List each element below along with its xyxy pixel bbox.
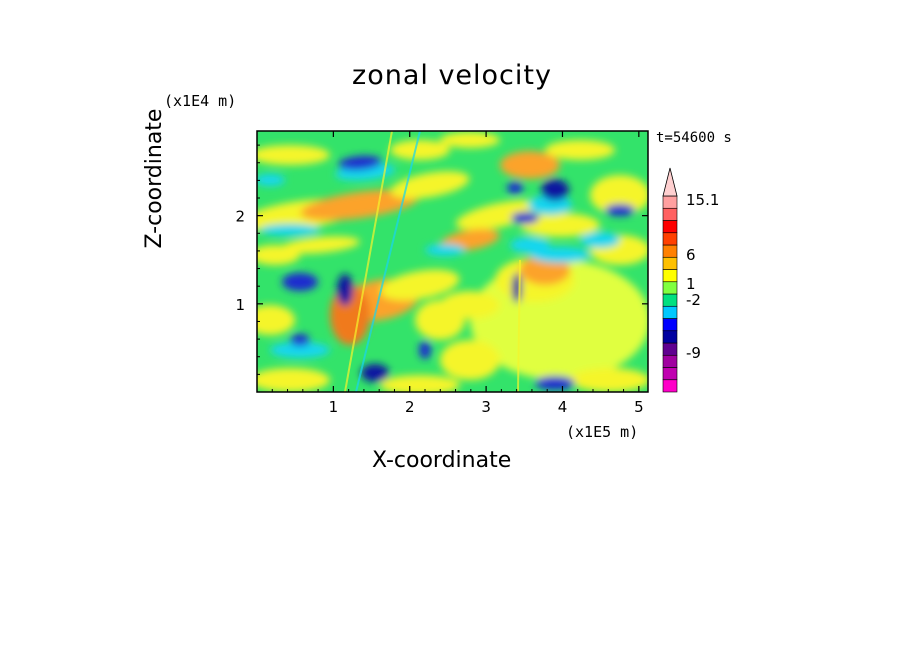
contour-blob [510, 237, 550, 253]
contour-blob [270, 342, 330, 358]
contour-blob [257, 174, 285, 186]
contour-blob [520, 213, 600, 237]
colorbar-label: 15.1 [686, 191, 719, 209]
contour-blob [535, 376, 575, 390]
colorbar-arrow [662, 167, 678, 197]
x-tick-label: 3 [481, 398, 491, 416]
contour-blob [455, 199, 545, 231]
colorbar-segment [662, 207, 678, 221]
contour-blob [282, 273, 318, 291]
contour-blob [605, 204, 635, 216]
contour-streak [517, 259, 521, 392]
time-label: t=54600 s [656, 130, 732, 146]
x-ticks: 1 2 3 4 5 [271, 131, 644, 416]
y-ticks: 12 [235, 144, 648, 375]
colorbar-segment [662, 318, 678, 332]
contour-blob [257, 305, 295, 335]
contour-blob [380, 375, 460, 392]
contour-blob [390, 140, 450, 160]
colorbar-segment [662, 269, 678, 283]
x-tick-label: 2 [405, 398, 415, 416]
y-tick-label: 1 [235, 296, 245, 314]
plot-frame [256, 130, 649, 393]
contour-blob [590, 175, 648, 215]
colorbar-segment [662, 342, 678, 356]
colorbar-segment [662, 354, 678, 368]
colorbar: -9 -21 6 15.1 [662, 167, 719, 393]
contour-streak [344, 131, 393, 392]
contour-blob [580, 232, 620, 248]
colorbar-segment [662, 305, 678, 319]
colorbar-label: -2 [686, 291, 701, 309]
contour-blob [507, 182, 523, 194]
contour-blob [390, 171, 470, 199]
contour-blob [380, 269, 460, 301]
colorbar-label: 1 [686, 275, 696, 293]
contour-blob [280, 236, 360, 254]
contour-blob [425, 244, 465, 256]
contour-blob [361, 364, 389, 382]
contour-blob [545, 140, 615, 160]
contour-blob [500, 151, 560, 179]
colorbar-segment [662, 330, 678, 344]
contour-blob [440, 340, 500, 380]
colorbar-segment [662, 195, 678, 209]
contour-blob [528, 195, 572, 215]
contour-blob [440, 132, 500, 148]
colorbar-segment [662, 379, 678, 393]
colorbar-label: -9 [686, 344, 701, 362]
contour-blob [511, 212, 539, 224]
contour-blob [290, 334, 310, 346]
chart-title: zonal velocity [352, 60, 552, 91]
x-axis-label: X-coordinate [372, 448, 512, 473]
colorbar-segment [662, 232, 678, 246]
contour-blob [415, 300, 465, 340]
contour-blob [570, 368, 648, 392]
x-tick-label: 5 [634, 398, 644, 416]
contour-blob [419, 341, 431, 359]
contour-blob [260, 224, 320, 236]
contour-blob [530, 247, 590, 263]
contour-blob [300, 189, 420, 221]
contour-streak [355, 131, 421, 392]
colorbar-label: 6 [686, 246, 696, 264]
x-tick-label: 1 [329, 398, 339, 416]
x-unit-label: (x1E5 m) [566, 423, 639, 441]
contour-blob [337, 274, 353, 306]
x-tick-label: 4 [558, 398, 568, 416]
y-tick-label: 2 [235, 208, 245, 226]
contour-field [257, 131, 648, 392]
colorbar-segment [662, 367, 678, 381]
z-unit-label: (x1E4 m) [164, 92, 237, 110]
colorbar-segment [662, 256, 678, 270]
contour-blob [338, 155, 382, 171]
contour-blob [257, 145, 330, 165]
contour-blob [257, 368, 330, 392]
colorbar-segment [662, 281, 678, 295]
colorbar-segment [662, 244, 678, 258]
colorbar-segment [662, 220, 678, 234]
contour-blob [541, 179, 569, 201]
colorbar-segment [662, 293, 678, 307]
contour-blob [257, 245, 300, 265]
